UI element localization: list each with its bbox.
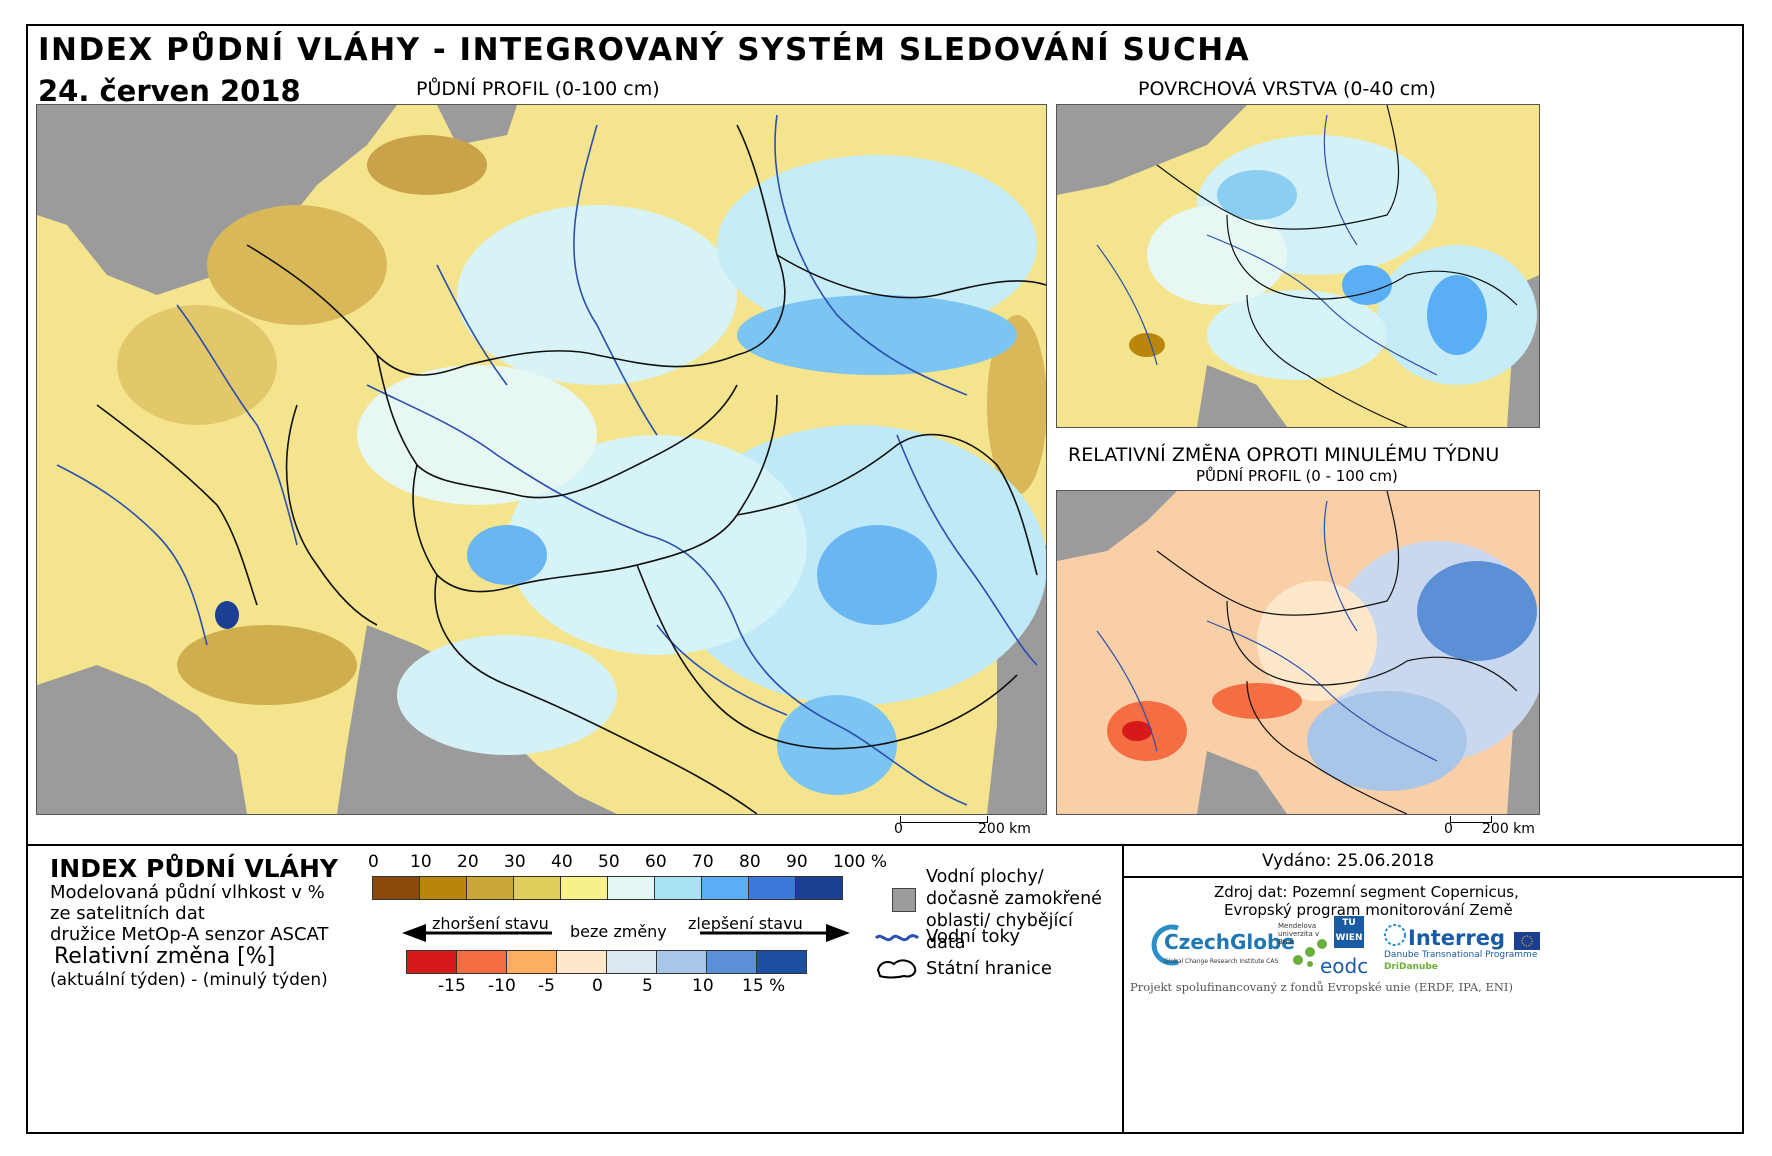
change-map-subtitle: PŮDNÍ PROFIL (0 - 100 cm) <box>1196 467 1398 485</box>
index-swatch-3 <box>513 876 561 900</box>
main-scale-end: 200 km <box>978 821 1031 837</box>
legend-title: INDEX PŮDNÍ VLÁHY <box>50 854 338 883</box>
index-tick: 40 <box>551 852 573 872</box>
change-tick: -5 <box>538 976 555 996</box>
index-swatch-8 <box>748 876 796 900</box>
small-scale-bar <box>1450 816 1492 823</box>
rivers-label: Vodní toky <box>926 926 1020 947</box>
index-tick: 100 % <box>833 852 888 872</box>
czechglobe-logo-sub: Global Change Research Institute CAS <box>1164 958 1279 965</box>
data-source-2: Evropský program monitorování Země <box>1224 901 1513 919</box>
czechglobe-logo-text: CzechGlobe <box>1164 930 1295 954</box>
change-swatch-6 <box>706 950 757 974</box>
issued-date: Vydáno: 25.06.2018 <box>1262 851 1435 871</box>
main-soil-moisture-map <box>36 104 1047 815</box>
index-swatch-9 <box>795 876 843 900</box>
change-tick: 0 <box>592 976 603 996</box>
relative-change-title: Relativní změna [%] <box>54 944 276 969</box>
change-swatch-4 <box>606 950 657 974</box>
change-swatch-0 <box>406 950 457 974</box>
relative-change-map <box>1056 490 1540 815</box>
eu-flag-icon <box>1514 932 1540 950</box>
page-title: INDEX PŮDNÍ VLÁHY - INTEGROVANÝ SYSTÉM S… <box>38 32 1251 68</box>
change-map-title: RELATIVNÍ ZMĚNA OPROTI MINULÉMU TÝDNU <box>1068 444 1500 466</box>
index-swatch-5 <box>607 876 655 900</box>
surface-layer-map <box>1056 104 1540 428</box>
legend-desc-2: ze satelitních dat <box>50 903 205 924</box>
interreg-logo-text: Interreg <box>1408 926 1506 950</box>
index-tick: 60 <box>645 852 667 872</box>
water-areas-label: Vodní plochy/ dočasně zamokřené oblasti/… <box>926 867 1102 953</box>
change-swatch-7 <box>756 950 807 974</box>
arrow-worse-label: zhoršení stavu <box>432 914 549 933</box>
small-scale-end: 200 km <box>1482 821 1535 837</box>
change-tick: -15 <box>438 976 466 996</box>
issued-divider <box>1124 876 1742 878</box>
index-tick: 80 <box>739 852 761 872</box>
change-tick: -10 <box>488 976 516 996</box>
interreg-sub-2: DriDanube <box>1384 962 1438 972</box>
index-swatch-7 <box>701 876 749 900</box>
index-tick: 50 <box>598 852 620 872</box>
index-swatch-1 <box>419 876 467 900</box>
index-tick: 10 <box>410 852 432 872</box>
main-map-title: PŮDNÍ PROFIL (0-100 cm) <box>416 78 660 100</box>
data-source-1: Zdroj dat: Pozemní segment Copernicus, <box>1214 883 1519 901</box>
index-swatch-6 <box>654 876 702 900</box>
map-date: 24. červen 2018 <box>38 74 301 108</box>
czechglobe-logo-icon <box>1151 924 1179 966</box>
change-swatch-2 <box>506 950 557 974</box>
change-tick: 10 <box>692 976 714 996</box>
surface-map-title: POVRCHOVÁ VRSTVA (0-40 cm) <box>1138 78 1436 100</box>
change-tick: 15 % <box>742 976 786 996</box>
index-tick: 30 <box>504 852 526 872</box>
arrow-better-label: zlepšení stavu <box>688 914 803 933</box>
mendel-logo-text: Mendelova univerzita v Brně <box>1278 922 1320 946</box>
eodc-logo: eodc <box>1320 954 1369 978</box>
map-frame: INDEX PŮDNÍ VLÁHY - INTEGROVANÝ SYSTÉM S… <box>26 24 1744 1134</box>
main-scale-zero: 0 <box>894 821 903 837</box>
change-swatch-1 <box>456 950 507 974</box>
funding-note: Projekt spolufinancovaný z fondů Evropsk… <box>1130 980 1513 994</box>
index-tick: 90 <box>786 852 808 872</box>
change-tick: 5 <box>642 976 653 996</box>
legend-desc-3: družice MetOp-A senzor ASCAT <box>50 924 329 945</box>
water-area-swatch <box>892 888 916 912</box>
river-symbol-icon <box>874 934 920 942</box>
small-scale-zero: 0 <box>1444 821 1453 837</box>
relative-change-desc: (aktuální týden) - (minulý týden) <box>50 970 328 990</box>
change-arrows <box>402 924 850 942</box>
index-tick: 20 <box>457 852 479 872</box>
footer-divider <box>1122 844 1124 1134</box>
borders-label: Státní hranice <box>926 958 1052 979</box>
interreg-sub-1: Danube Transnational Programme <box>1384 950 1538 960</box>
index-tick: 0 <box>368 852 379 872</box>
legend-separator <box>28 844 1742 846</box>
mendel-logo-icon <box>1293 939 1327 967</box>
arrow-none-label: beze změny <box>570 922 667 941</box>
tuwien-logo: TU WIEN <box>1334 916 1364 948</box>
change-swatch-3 <box>556 950 607 974</box>
interreg-logo-icon <box>1384 924 1406 946</box>
index-swatch-4 <box>560 876 608 900</box>
main-scale-bar <box>900 816 988 823</box>
change-swatch-5 <box>656 950 707 974</box>
legend-desc-1: Modelovaná půdní vlhkost v % <box>50 882 325 903</box>
index-swatch-0 <box>372 876 420 900</box>
index-swatch-2 <box>466 876 514 900</box>
index-tick: 70 <box>692 852 714 872</box>
border-symbol-icon <box>876 959 917 979</box>
